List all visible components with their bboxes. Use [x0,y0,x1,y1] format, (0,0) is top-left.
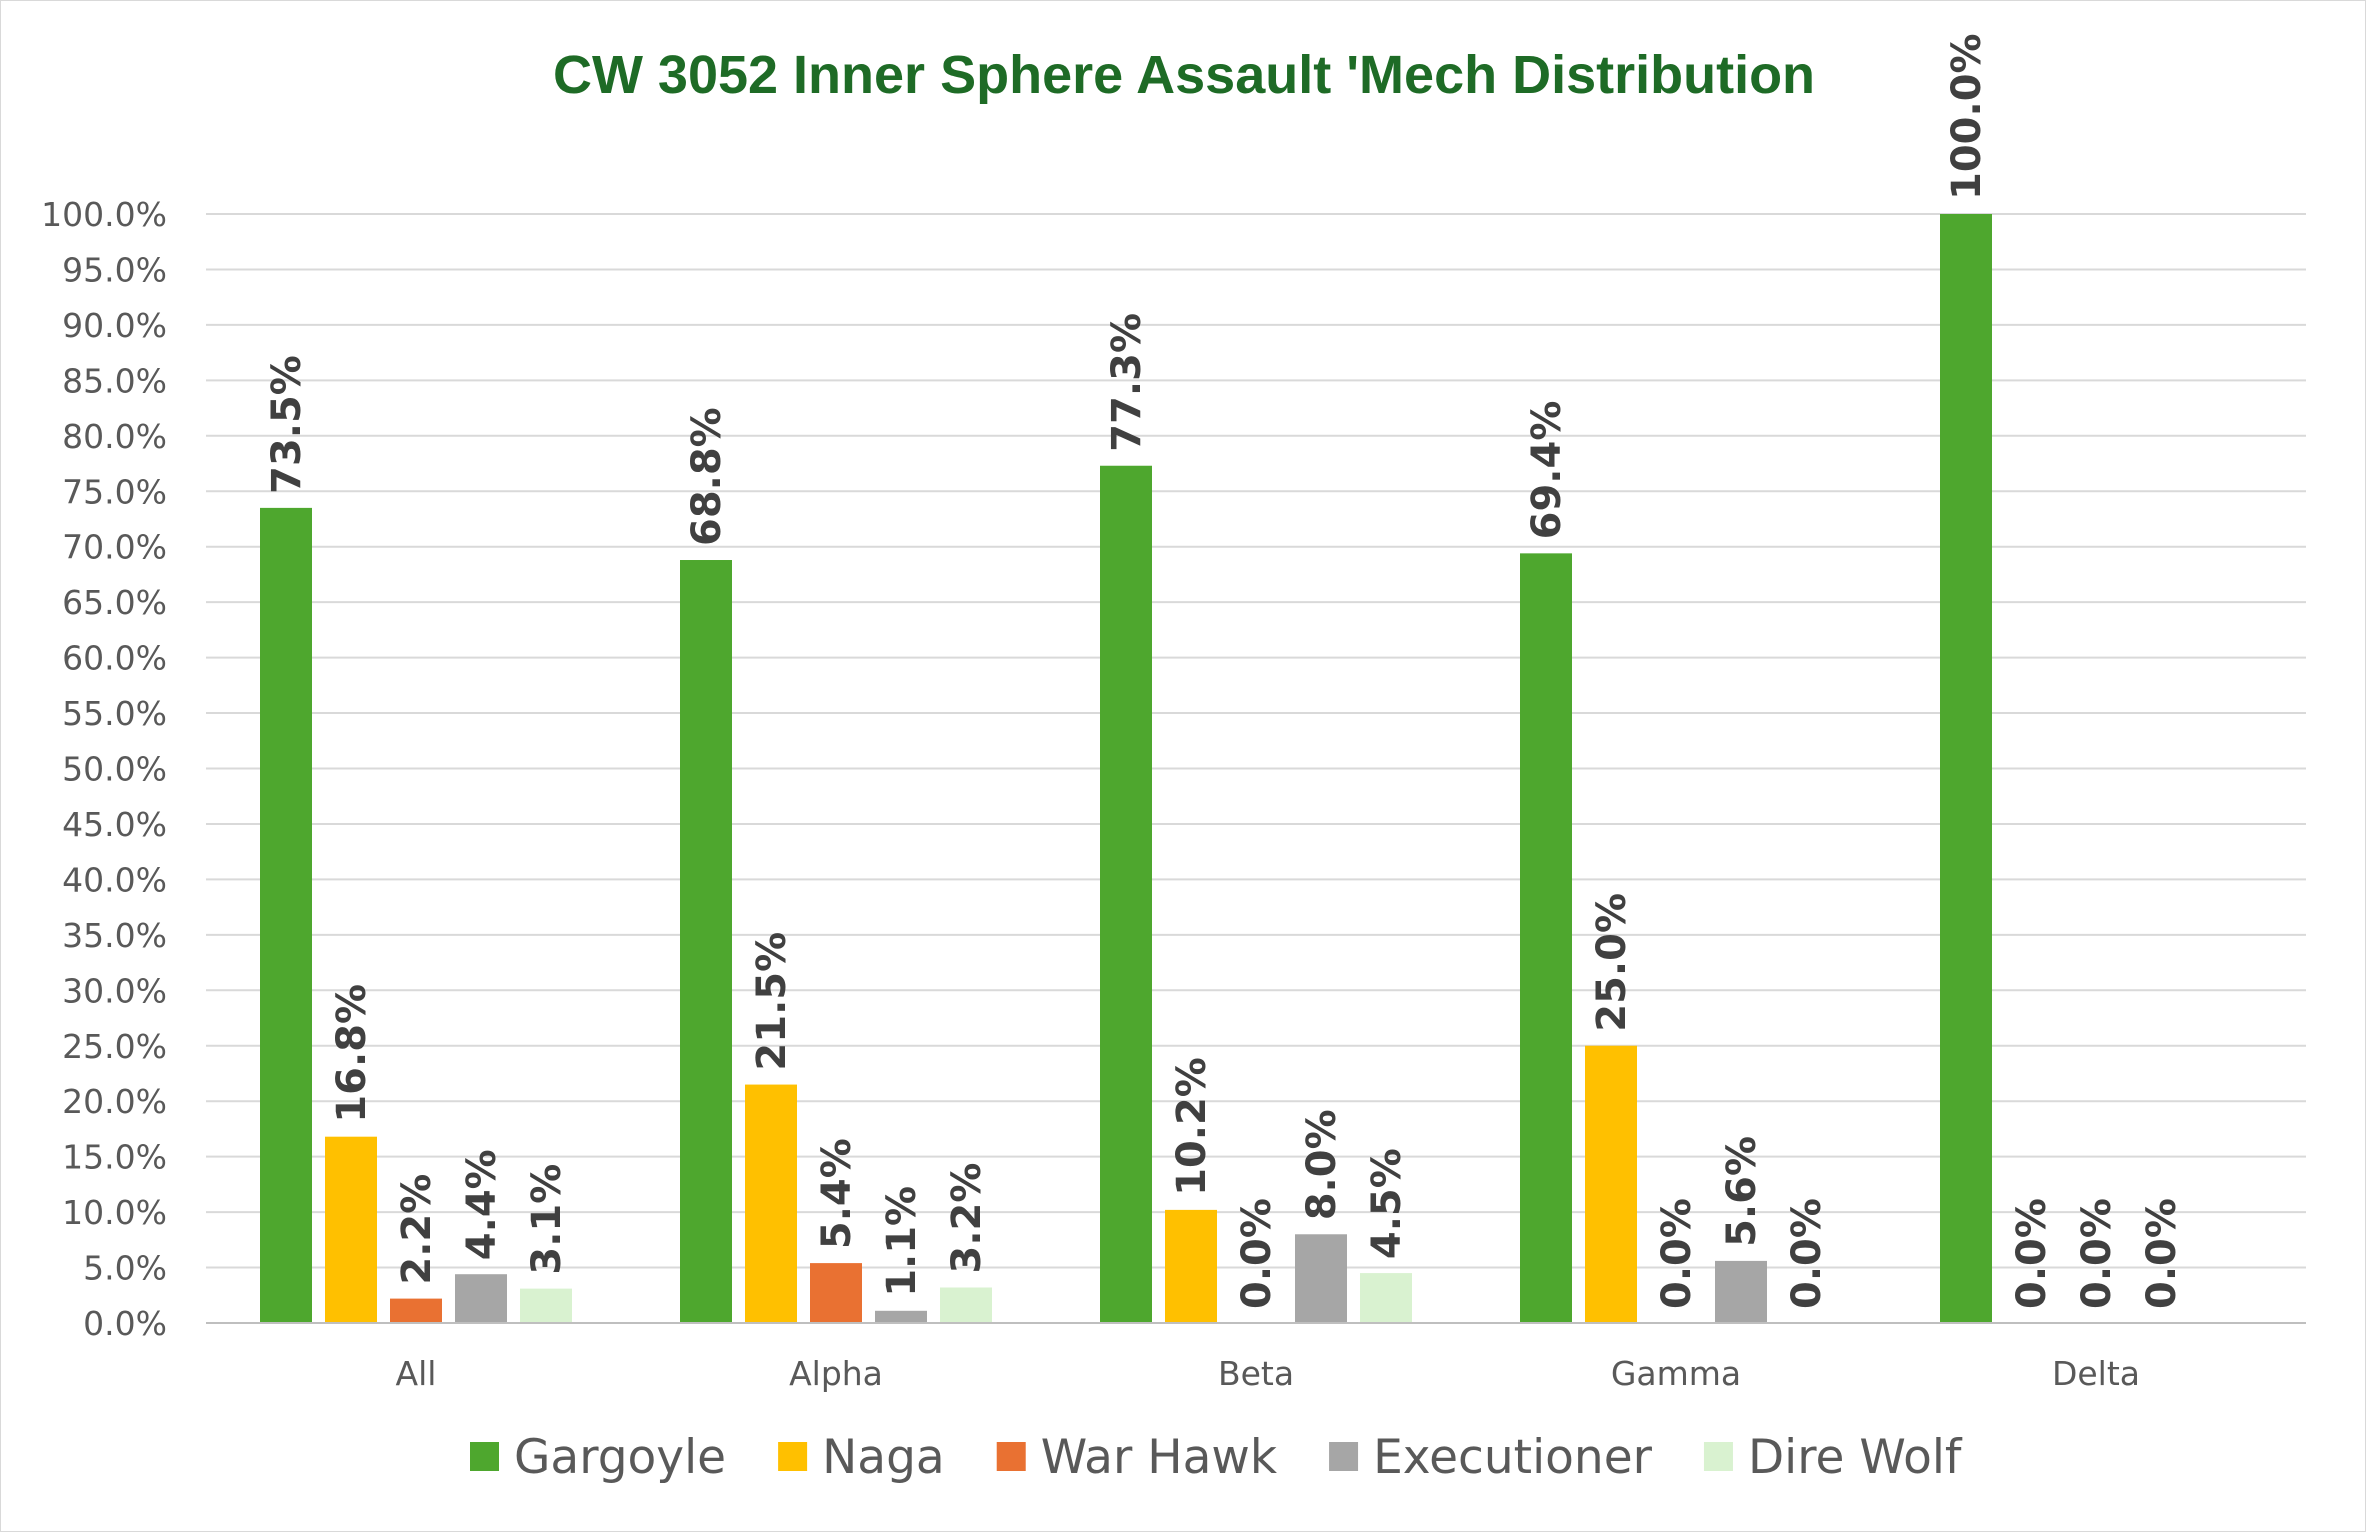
data-label: 0.0% [2009,1198,2055,1309]
data-label: 3.1% [524,1164,570,1275]
y-tick-label: 0.0% [83,1304,167,1343]
legend-swatch [1703,1442,1733,1471]
data-label: 0.0% [1784,1198,1830,1309]
x-tick-label: Delta [2052,1354,2140,1393]
y-tick-label: 10.0% [62,1193,167,1232]
y-tick-label: 20.0% [62,1082,167,1121]
chart-title: CW 3052 Inner Sphere Assault 'Mech Distr… [553,45,1815,105]
y-tick-label: 80.0% [62,417,167,456]
data-label: 2.2% [394,1174,440,1285]
data-label: 5.4% [814,1138,860,1249]
y-axis-ticks: 0.0% 5.0% 10.0% 15.0% 20.0% 25.0% 30.0% 35.0% 40… [41,195,167,1343]
legend-label: Gargoyle [514,1430,726,1485]
bar-gargoyle [1520,553,1572,1323]
data-label: 100.0% [1944,33,1990,200]
y-tick-label: 65.0% [62,583,167,622]
data-label: 69.4% [1524,401,1570,540]
legend-swatch [778,1442,808,1471]
legend-label: Naga [822,1430,945,1485]
bar-naga [1585,1045,1637,1323]
bar-executioner [1295,1234,1347,1323]
y-tick-label: 60.0% [62,639,167,678]
y-tick-label: 40.0% [62,860,167,899]
bar-dire-wolf [940,1287,992,1323]
x-tick-label: Beta [1218,1354,1294,1393]
bar-executioner [875,1310,927,1323]
bar-naga [1165,1209,1217,1323]
y-tick-label: 35.0% [62,916,167,955]
data-label: 16.8% [329,984,375,1123]
bar-executioner [1715,1260,1767,1323]
y-tick-label: 70.0% [62,528,167,567]
y-tick-label: 55.0% [62,694,167,733]
data-label: 21.5% [749,932,795,1071]
data-label: 0.0% [1234,1198,1280,1309]
legend: Gargoyle Naga War Hawk Executioner Dire Wolf [470,1430,1963,1485]
legend-swatch [1329,1442,1359,1471]
y-tick-label: 15.0% [62,1138,167,1177]
bar-executioner [455,1274,507,1323]
bar-war-hawk [390,1298,442,1323]
bar-war-hawk [810,1263,862,1323]
y-tick-label: 75.0% [62,472,167,511]
y-tick-label: 100.0% [41,195,167,234]
y-tick-label: 30.0% [62,971,167,1010]
data-label: 4.5% [1364,1148,1410,1259]
legend-item-executioner: Executioner [1329,1430,1653,1485]
y-tick-label: 90.0% [62,306,167,345]
legend-item-gargoyle: Gargoyle [470,1430,726,1485]
y-tick-label: 45.0% [62,805,167,844]
legend-item-dire-wolf: Dire Wolf [1703,1430,1963,1485]
data-label: 73.5% [264,355,310,494]
data-label: 68.8% [684,407,730,546]
data-label: 3.2% [944,1163,990,1274]
data-label: 77.3% [1104,313,1150,452]
x-tick-label: Alpha [789,1354,883,1393]
legend-item-naga: Naga [778,1430,945,1485]
bar-naga [745,1084,797,1323]
legend-swatch [996,1442,1026,1471]
legend-item-war-hawk: War Hawk [996,1430,1278,1485]
data-label: 0.0% [2139,1198,2185,1309]
x-tick-label: All [396,1354,437,1393]
bar-naga [325,1136,377,1323]
data-label: 10.2% [1169,1057,1215,1196]
data-label: 0.0% [1654,1198,1700,1309]
bars [260,214,1992,1323]
y-tick-label: 95.0% [62,250,167,289]
legend-label: Dire Wolf [1748,1430,1963,1485]
data-label: 1.1% [879,1186,925,1297]
data-label: 8.0% [1299,1109,1345,1220]
y-tick-label: 50.0% [62,750,167,789]
y-tick-label: 5.0% [83,1249,167,1288]
y-tick-label: 25.0% [62,1027,167,1066]
legend-label: War Hawk [1041,1430,1278,1485]
data-label: 4.4% [459,1149,505,1260]
x-axis-ticks: All Alpha Beta Gamma Delta [396,1354,2140,1393]
data-label: 5.6% [1719,1136,1765,1247]
bar-gargoyle [1940,214,1992,1323]
bar-dire-wolf [520,1288,572,1323]
data-label: 0.0% [2074,1198,2120,1309]
data-label: 25.0% [1589,893,1635,1032]
y-tick-label: 85.0% [62,361,167,400]
legend-label: Executioner [1373,1430,1653,1485]
bar-gargoyle [680,560,732,1323]
bar-gargoyle [1100,465,1152,1323]
x-tick-label: Gamma [1611,1354,1741,1393]
bar-gargoyle [260,507,312,1323]
data-labels: 73.5% 16.8% 2.2% 4.4% 3.1% 68.8% 21.5% 5.4% 1.1%… [264,33,2185,1309]
legend-swatch [470,1442,499,1471]
bar-dire-wolf [1360,1273,1412,1323]
